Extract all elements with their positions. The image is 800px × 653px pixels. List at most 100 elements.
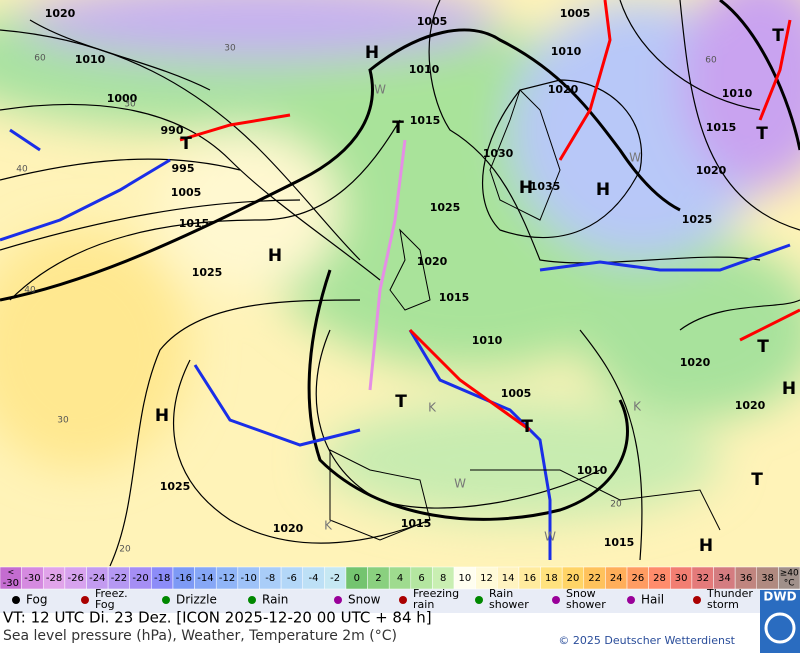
weather-icon	[12, 596, 20, 604]
scale-label: -28	[46, 573, 62, 584]
weather-legend-label: Freezing	[413, 587, 459, 600]
weather-icon	[81, 596, 89, 604]
logo-icon	[764, 612, 796, 644]
temperature-label: 40	[24, 286, 36, 296]
temperature-label: 20	[119, 545, 131, 555]
weather-legend-label: Thunder	[706, 587, 753, 600]
scale-label: ≥40	[780, 569, 799, 579]
scale-label: 32	[696, 573, 709, 584]
pressure-center: T	[756, 124, 768, 144]
pressure-label: 1010	[472, 334, 503, 347]
pressure-label: 1005	[501, 387, 532, 400]
weather-mark: W	[544, 530, 556, 544]
scale-label: 20	[567, 573, 580, 584]
temperature-label: 20	[610, 500, 622, 510]
pressure-label: 1030	[483, 147, 514, 160]
isobars	[0, 0, 800, 567]
pressure-label: 1020	[45, 7, 76, 20]
scale-label: 24	[610, 573, 623, 584]
pressure-label: 1015	[706, 121, 737, 134]
weather-icon	[627, 596, 635, 604]
weather-legend-label: Fog	[26, 593, 47, 607]
subtitle: Sea level pressure (hPa), Weather, Tempe…	[3, 628, 397, 644]
pressure-center: T	[180, 134, 192, 154]
scale-label: 22	[588, 573, 601, 584]
pressure-label: 1005	[417, 15, 448, 28]
weather-legend-label: storm	[707, 598, 739, 611]
weather-icon	[552, 596, 560, 604]
pressure-label: 995	[172, 162, 195, 175]
scale-label: -2	[330, 573, 340, 584]
temperature-label: 60	[705, 56, 717, 66]
pressure-label: 1020	[548, 83, 579, 96]
weather-icon	[162, 596, 170, 604]
footer-bg	[0, 613, 760, 653]
pressure-center: T	[757, 337, 769, 357]
weather-mark: W	[454, 477, 466, 491]
scale-label: -20	[132, 573, 148, 584]
pressure-label: 1025	[192, 266, 223, 279]
weather-legend-label: Snow	[566, 587, 596, 600]
scale-label: 8	[440, 573, 446, 584]
pressure-label: 1025	[682, 213, 713, 226]
scale-label: 30	[675, 573, 688, 584]
weather-legend-label: Rain	[262, 593, 288, 607]
pressure-label: 1005	[171, 186, 202, 199]
weather-legend-label: Freez.	[95, 587, 128, 600]
weather-legend-label: shower	[489, 598, 529, 611]
pressure-center: T	[751, 470, 763, 490]
pressure-center: H	[699, 536, 713, 556]
pressure-label: 1005	[560, 7, 591, 20]
weather-legend-label: rain	[413, 598, 434, 611]
temperature-label: 40	[16, 165, 28, 175]
scale-label: -8	[265, 573, 275, 584]
logo-text: DWD	[763, 590, 796, 604]
pressure-label: 1020	[680, 356, 711, 369]
pressure-center: H	[519, 178, 533, 198]
scale-label: -6	[287, 573, 297, 584]
pressure-label: 1025	[430, 201, 461, 214]
scale-label: -26	[68, 573, 84, 584]
scale-label: 12	[480, 573, 493, 584]
pressure-label: 1010	[577, 464, 608, 477]
scale-label: 28	[653, 573, 666, 584]
scale-label: <	[7, 568, 14, 577]
pressure-center: H	[782, 379, 796, 399]
legend: <-30 -30 -28 -26 -24 -22 -20 -18 -16 -14 -12 -10 -8-…	[0, 566, 800, 613]
pressure-center: H	[365, 43, 379, 63]
pressure-label: 1015	[604, 536, 635, 549]
scale-label: 14	[502, 573, 515, 584]
scale-label: -12	[219, 573, 235, 584]
scale-label: 16	[523, 573, 536, 584]
temperature-label: 30	[57, 416, 69, 426]
weather-legend-label: Drizzle	[176, 593, 217, 607]
scale-label: 2	[375, 573, 381, 584]
scale-label: 36	[740, 573, 753, 584]
pressure-center: H	[596, 180, 610, 200]
pressure-label: 1035	[530, 180, 561, 193]
scale-label: -24	[89, 573, 105, 584]
scale-label: -30	[3, 578, 19, 589]
weather-icon	[248, 596, 256, 604]
scale-label: °C	[784, 579, 795, 589]
scale-label: -10	[240, 573, 256, 584]
pressure-label: 1010	[551, 45, 582, 58]
pressure-label: 1020	[273, 522, 304, 535]
pressure-center: T	[392, 118, 404, 138]
scale-label: 4	[397, 573, 403, 584]
pressure-label: 1020	[696, 164, 727, 177]
pressure-center: H	[268, 246, 282, 266]
weather-legend-label: Hail	[641, 593, 664, 607]
scale-label: 38	[761, 573, 774, 584]
weather-mark: W	[629, 151, 641, 165]
pressure-label: 1015	[410, 114, 441, 127]
fronts	[0, 0, 800, 560]
weather-mark: W	[374, 83, 386, 97]
weather-icon	[475, 596, 483, 604]
pressure-label: 1025	[160, 480, 191, 493]
scale-label: 0	[354, 573, 360, 584]
weather-legend-label: Snow	[348, 593, 381, 607]
weather-legend-label: Rain	[489, 587, 513, 600]
map-area: 1020 1005 1005 1010 1010 1000 1010 1020 990 995 10…	[0, 0, 800, 567]
